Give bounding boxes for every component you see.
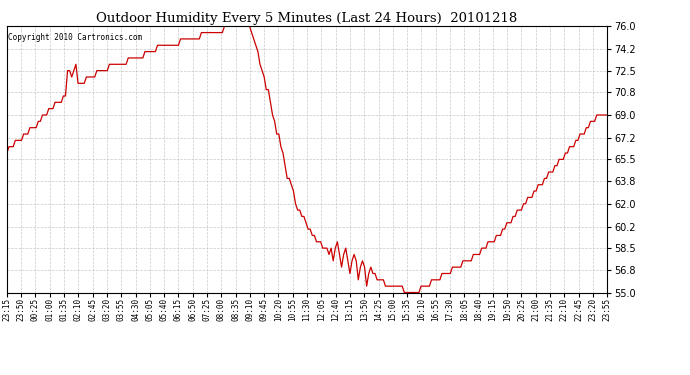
Title: Outdoor Humidity Every 5 Minutes (Last 24 Hours)  20101218: Outdoor Humidity Every 5 Minutes (Last 2… (97, 12, 518, 25)
Text: Copyright 2010 Cartronics.com: Copyright 2010 Cartronics.com (8, 33, 142, 42)
